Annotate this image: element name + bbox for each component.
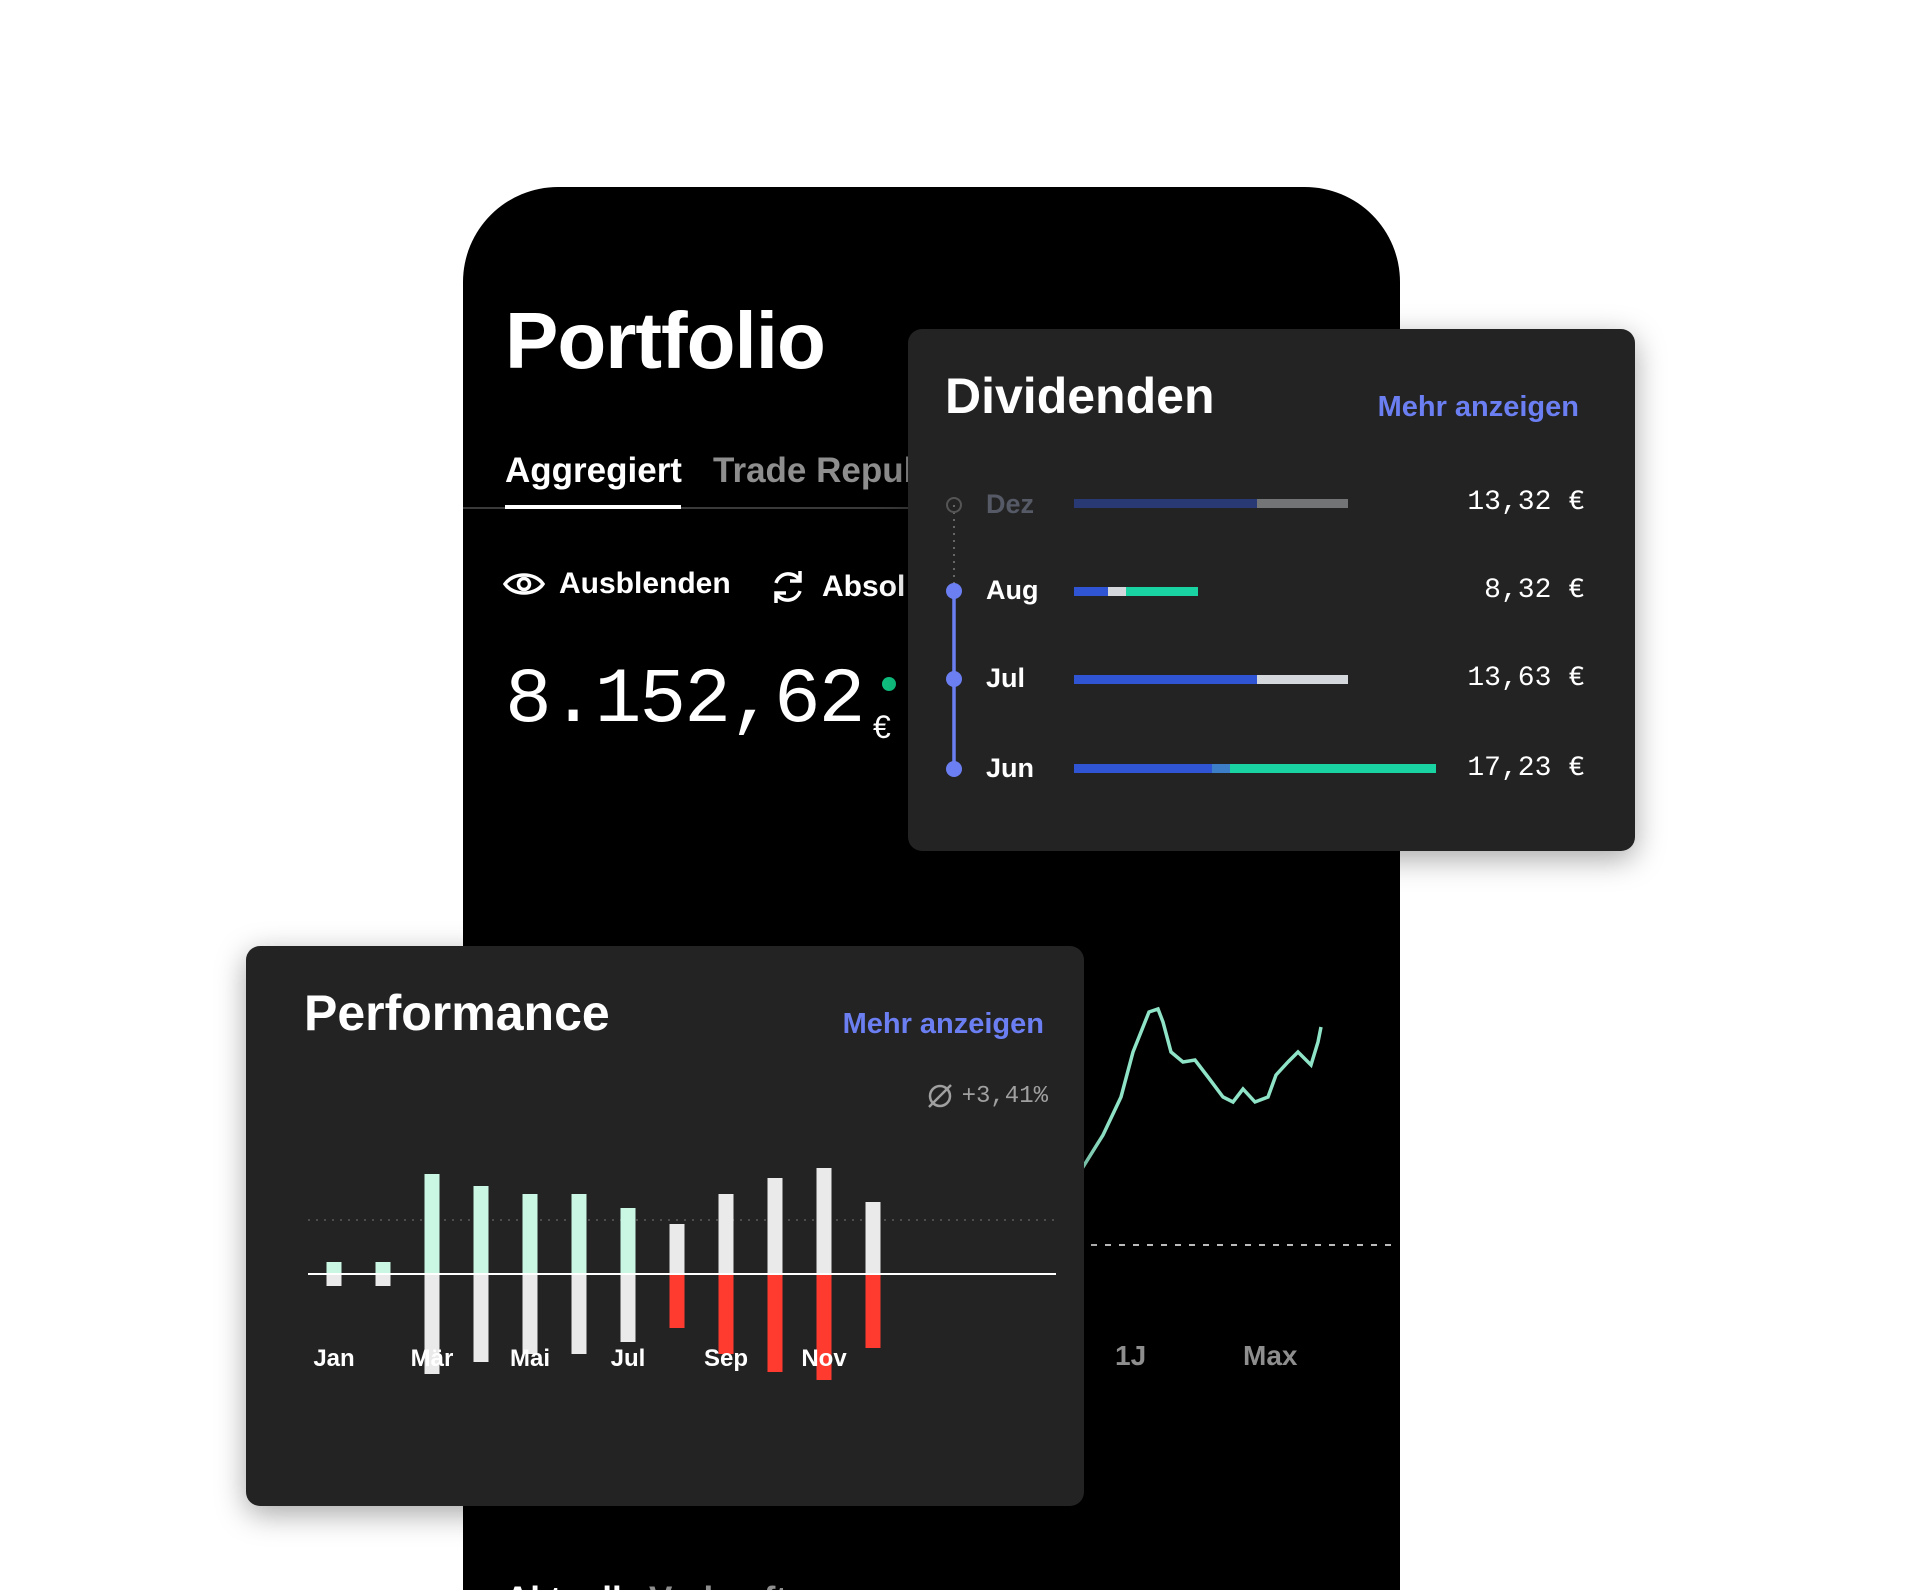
performance-bar-upper xyxy=(865,1202,881,1274)
dividend-month: Jun xyxy=(986,753,1035,783)
dividend-bar-segment xyxy=(1074,675,1257,684)
page-title: Portfolio xyxy=(505,296,826,385)
range-max[interactable]: Max xyxy=(1243,1340,1298,1371)
performance-bar-lower xyxy=(375,1274,391,1286)
dividend-bar-segment xyxy=(1126,587,1198,596)
dividends-timeline xyxy=(946,497,962,777)
performance-more-link[interactable]: Mehr anzeigen xyxy=(842,1008,1044,1040)
portfolio-total-value: 8.152,62 xyxy=(505,657,865,745)
x-tick-label: Nov xyxy=(801,1345,847,1372)
eye-icon xyxy=(503,573,545,595)
dividend-bar-segment xyxy=(1074,587,1108,596)
performance-bar-lower xyxy=(473,1274,489,1362)
dividends-card: Dividenden Mehr anzeigen Dez 13,32 € Aug… xyxy=(908,329,1635,851)
timeline-node-jun xyxy=(946,761,962,777)
dividend-bar-segment xyxy=(1074,764,1212,773)
performance-bar-upper xyxy=(669,1224,685,1274)
live-indicator xyxy=(882,677,896,691)
dividend-bar-segment xyxy=(1108,587,1126,596)
performance-average: +3,41% xyxy=(926,1082,1048,1110)
tab-aktuell[interactable]: Aktuell xyxy=(505,1580,622,1590)
x-tick-label: Mai xyxy=(510,1345,550,1372)
x-tick-label: Jan xyxy=(313,1345,354,1372)
performance-bar-lower xyxy=(326,1274,342,1286)
timeline-node-jul xyxy=(946,671,962,687)
performance-bar-upper xyxy=(620,1208,636,1274)
performance-bar-upper xyxy=(816,1168,832,1274)
performance-bar-lower xyxy=(571,1274,587,1354)
performance-bar-lower xyxy=(718,1274,734,1354)
performance-card: Performance Mehr anzeigen +3,41% Jan Mär M… xyxy=(246,946,1084,1506)
dividends-more-link[interactable]: Mehr anzeigen xyxy=(1377,391,1579,423)
hide-values-button[interactable]: Ausblenden xyxy=(503,567,731,601)
performance-bar-upper xyxy=(718,1194,734,1274)
dividend-bar-segment xyxy=(1257,675,1348,684)
dividend-bar-segment xyxy=(1074,499,1257,508)
x-tick-label: Mär xyxy=(411,1345,454,1372)
performance-title: Performance xyxy=(304,985,610,1041)
refresh-icon xyxy=(774,571,802,603)
dividend-month: Aug xyxy=(986,575,1039,605)
performance-bar-upper xyxy=(571,1194,587,1274)
dividend-bar-segment xyxy=(1257,499,1348,508)
tab-trade-republic[interactable]: Trade Repub xyxy=(713,451,925,490)
performance-bar-upper xyxy=(473,1186,489,1274)
x-tick-label: Sep xyxy=(704,1345,748,1372)
dividend-amount: 8,32 € xyxy=(1484,575,1585,606)
currency-symbol: € xyxy=(873,709,891,745)
dividend-month: Dez xyxy=(986,489,1035,519)
performance-bar-lower xyxy=(816,1274,832,1380)
dividend-amount: 17,23 € xyxy=(1467,753,1585,784)
average-value: +3,41% xyxy=(961,1082,1048,1110)
timeline-node-aug xyxy=(946,583,962,599)
average-icon xyxy=(927,1084,952,1108)
portfolio-chart-line xyxy=(1063,1006,1323,1198)
performance-bar-upper xyxy=(424,1174,440,1274)
performance-bar-upper xyxy=(375,1262,391,1274)
performance-bar-lower xyxy=(669,1274,685,1328)
performance-bar-lower xyxy=(424,1274,440,1374)
range-1j[interactable]: 1J xyxy=(1115,1340,1147,1371)
dividends-title: Dividenden xyxy=(945,368,1215,424)
hide-values-label: Ausblenden xyxy=(559,567,731,600)
dividend-bar xyxy=(1074,675,1348,684)
tab-verkauft[interactable]: Verkauft xyxy=(649,1580,787,1590)
performance-bar-lower xyxy=(522,1274,538,1354)
performance-bar-lower xyxy=(865,1274,881,1348)
dividend-bar xyxy=(1074,587,1198,596)
performance-bar-lower xyxy=(767,1274,783,1372)
x-tick-label: Jul xyxy=(611,1345,646,1372)
toggle-absolute-label: Absol xyxy=(822,570,906,603)
dividend-bar-segment xyxy=(1230,764,1436,773)
timeline-node-dez xyxy=(946,497,962,513)
dividend-bar xyxy=(1074,499,1348,508)
performance-bar-upper xyxy=(522,1194,538,1274)
performance-bar-lower xyxy=(620,1274,636,1342)
tab-aggregiert[interactable]: Aggregiert xyxy=(505,451,682,490)
toggle-absolute-button[interactable]: Absol xyxy=(768,567,905,607)
dividend-amount: 13,63 € xyxy=(1467,663,1585,694)
dividend-amount: 13,32 € xyxy=(1467,487,1585,518)
dividend-month: Jul xyxy=(986,663,1026,693)
dividend-bar xyxy=(1074,764,1436,773)
performance-bar-chart: Jan Mär Mai Jul Sep Nov xyxy=(308,1168,1056,1380)
performance-bar-upper xyxy=(326,1262,342,1274)
dividend-bar-segment xyxy=(1212,764,1230,773)
performance-bar-upper xyxy=(767,1178,783,1274)
portfolio-line-chart xyxy=(1063,1006,1398,1246)
active-tab-indicator xyxy=(505,505,681,509)
